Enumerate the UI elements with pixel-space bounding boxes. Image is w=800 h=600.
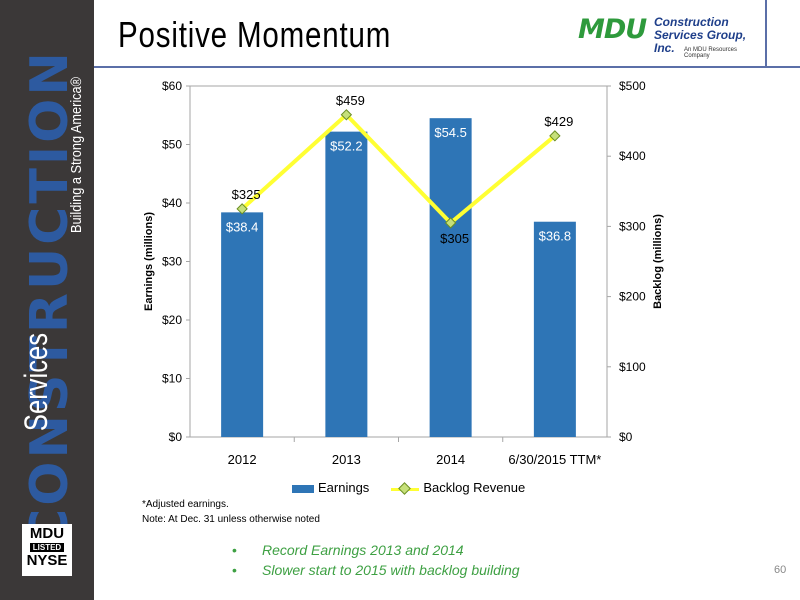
y-right-tick-label: $100 (619, 360, 646, 374)
y-right-tick-label: $500 (619, 79, 646, 93)
bullet-text: Record Earnings 2013 and 2014 (262, 542, 464, 558)
earnings-bar (429, 118, 472, 438)
y-right-axis-label: Backlog (millions) (652, 214, 664, 309)
y-right-tick-label: $200 (619, 290, 646, 304)
logo-subtitle: An MDU Resources Company (684, 47, 738, 59)
backlog-data-label: $429 (544, 114, 573, 129)
y-right-tick-label: $300 (619, 219, 646, 233)
backlog-line (240, 112, 557, 226)
page-number: 60 (774, 564, 787, 576)
logo-line1: Construction (654, 15, 729, 29)
chart-legend: Earnings Backlog Revenue (292, 480, 525, 495)
y-left-tick-label: $10 (162, 372, 182, 386)
earnings-data-label: $52.2 (330, 139, 363, 154)
branding-band (0, 0, 94, 600)
y-left-tick-label: $40 (162, 196, 182, 210)
backlog-point (236, 203, 248, 215)
x-tick-label: 6/30/2015 TTM* (508, 452, 601, 467)
logo-line2: Services Group, Inc. (654, 28, 747, 55)
earnings-bar (533, 221, 576, 437)
bullet-text: Slower start to 2015 with backlog buildi… (262, 562, 520, 578)
nyse-badge-line2: LISTED (30, 543, 64, 552)
y-left-axis-label: Earnings (millions) (143, 212, 155, 311)
earnings-data-label: $36.8 (539, 229, 572, 244)
y-left-tick-label: $20 (162, 313, 182, 327)
y-right-tick-label: $0 (619, 430, 633, 444)
x-tick-label: 2014 (436, 452, 465, 467)
bullet-item: • Slower start to 2015 with backlog build… (232, 562, 520, 578)
y-left-tick-label: $0 (169, 430, 183, 444)
earnings-bar (221, 212, 264, 437)
nyse-listed-badge: MDU LISTED NYSE (22, 524, 72, 576)
backlog-point (340, 109, 353, 121)
y-left-tick-label: $50 (162, 138, 182, 152)
earnings-bar (325, 131, 368, 437)
footnote-adjusted: *Adjusted earnings. (142, 499, 229, 510)
backlog-data-label: $325 (232, 187, 261, 202)
footnote-dates: Note: At Dec. 31 unless otherwise noted (142, 514, 320, 525)
backlog-data-label: $305 (440, 231, 469, 246)
bullet-item: • Record Earnings 2013 and 2014 (232, 542, 464, 558)
legend-earnings-label: Earnings (318, 480, 370, 495)
key-points: • Record Earnings 2013 and 2014 • Slower s… (232, 540, 520, 580)
y-left-tick-label: $30 (162, 255, 182, 269)
nyse-badge-line3: NYSE (26, 552, 68, 569)
company-logo: MDU Construction Services Group, Inc. An… (578, 14, 748, 62)
legend-backlog-swatch (391, 481, 420, 495)
backlog-data-label: $459 (336, 93, 365, 108)
y-left-tick-label: $60 (162, 79, 182, 93)
earnings-data-label: $54.5 (434, 125, 467, 140)
backlog-point (549, 130, 561, 142)
legend-earnings-swatch (292, 484, 314, 493)
logo-mdu: MDU (578, 14, 647, 45)
header-divider (94, 66, 800, 68)
slide-title: Positive Momentum (118, 14, 392, 55)
y-right-tick-label: $400 (619, 149, 646, 163)
header-vertical-divider (765, 0, 767, 66)
earnings-data-label: $38.4 (226, 219, 259, 234)
nyse-badge-line1: MDU (29, 525, 65, 542)
x-tick-label: 2013 (332, 452, 361, 467)
legend-backlog-label: Backlog Revenue (423, 480, 526, 495)
backlog-point (444, 217, 457, 229)
x-tick-label: 2012 (228, 452, 257, 467)
